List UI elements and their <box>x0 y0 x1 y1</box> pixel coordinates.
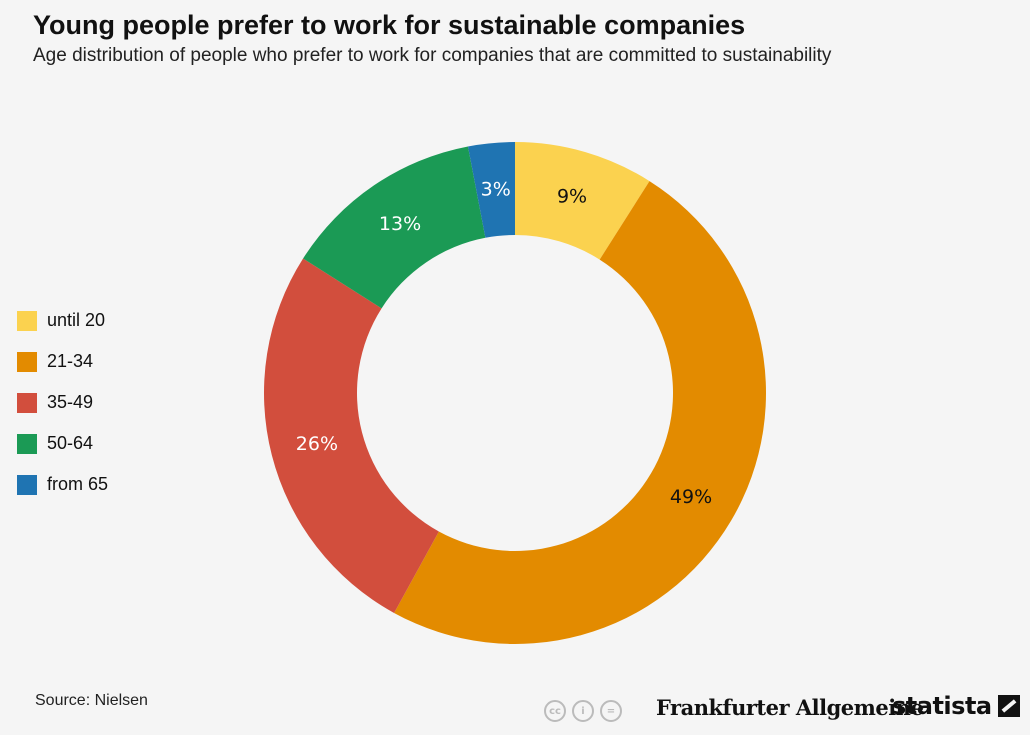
legend-swatch <box>17 474 37 495</box>
nd-icon[interactable]: = <box>600 700 622 722</box>
slice-label-21-34: 49% <box>670 486 712 508</box>
slice-label-until-20: 9% <box>557 186 587 208</box>
slice-label-from-65: 3% <box>481 178 511 200</box>
legend-swatch <box>17 310 37 331</box>
license-icons: cc i = <box>544 700 622 722</box>
cc-icon[interactable]: cc <box>544 700 566 722</box>
by-icon[interactable]: i <box>572 700 594 722</box>
legend-swatch <box>17 433 37 454</box>
legend-item-21-34: 21-34 <box>17 341 108 382</box>
legend-item-35-49: 35-49 <box>17 382 108 423</box>
legend-label: 21-34 <box>47 351 94 371</box>
statista-logo[interactable]: statista <box>892 692 1020 720</box>
legend-swatch <box>17 392 37 413</box>
donut-slice-until-20[interactable] <box>515 142 650 260</box>
chart-subtitle: Age distribution of people who prefer to… <box>33 45 832 66</box>
slice-label-35-49: 26% <box>296 433 338 455</box>
legend-label: 35-49 <box>47 392 94 412</box>
legend-item-from-65: from 65 <box>17 464 108 505</box>
legend-item-50-64: 50-64 <box>17 423 108 464</box>
legend-label: from 65 <box>47 474 109 494</box>
legend-swatch <box>17 351 37 372</box>
donut-slice-50-64[interactable] <box>303 146 486 309</box>
legend-item-until-20: until 20 <box>17 300 108 341</box>
source-note: Source: Nielsen <box>35 692 148 709</box>
chart-title: Young people prefer to work for sustaina… <box>33 10 746 40</box>
donut-slice-from-65[interactable] <box>467 142 515 238</box>
statista-mark-icon <box>997 695 1020 717</box>
brand-name: statista <box>892 692 992 720</box>
publisher-logo[interactable]: Frankfurter Allgemeine <box>656 695 924 720</box>
legend-label: until 20 <box>47 310 106 330</box>
chart-legend: until 20 21-34 35-49 50-64 from 65 <box>17 300 108 505</box>
donut-slice-35-49[interactable] <box>264 258 439 613</box>
legend-label: 50-64 <box>47 433 94 453</box>
slice-label-50-64: 13% <box>379 213 421 235</box>
donut-slice-21-34[interactable] <box>394 181 767 645</box>
